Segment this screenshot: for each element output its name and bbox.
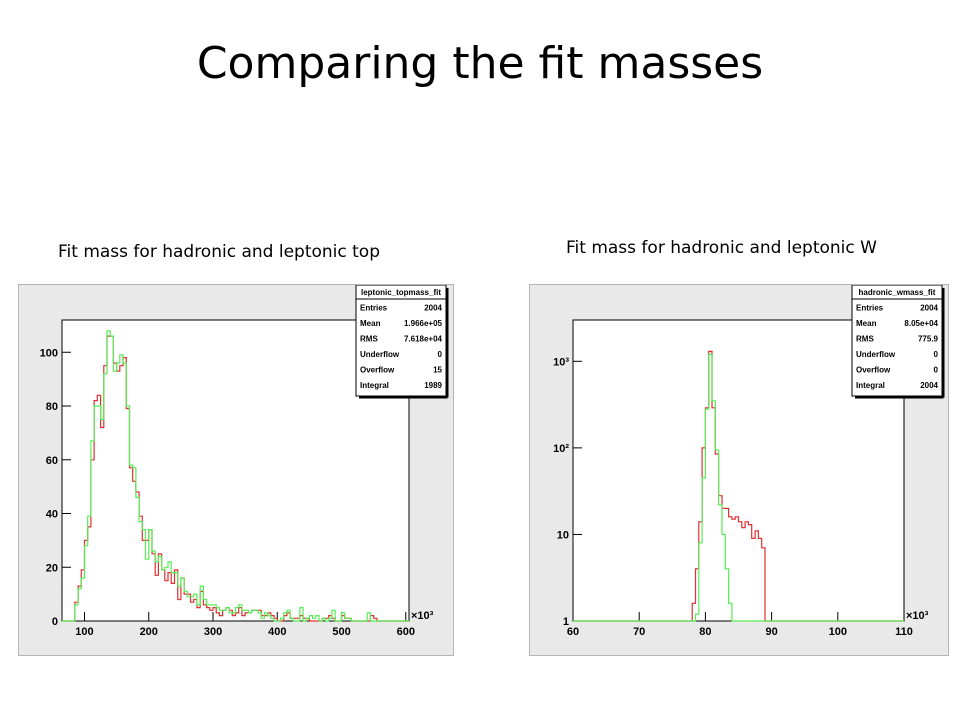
stats-label: Entries [856,304,884,313]
stats-label: Overflow [360,366,395,375]
x-tick-label: 100 [75,626,93,638]
y-tick-label: 10³ [553,356,569,368]
stats-label: Integral [360,381,389,390]
x-tick-label: 300 [204,626,222,638]
right-histogram-canvas: 60 70 80 90 100 110 1 10 10² 10³ ×10³ hadronic_wmas… [529,284,949,656]
stats-value: 2004 [920,381,938,390]
right-plot-caption: Fit mass for hadronic and leptonic W [566,238,877,258]
stats-value: 15 [433,366,442,375]
y-tick-label: 10² [553,443,569,455]
stats-label: Underflow [360,350,400,359]
x-tick-label: 200 [140,626,158,638]
stats-title: hadronic_wmass_fit [859,288,936,297]
stats-value: 7.618e+04 [404,335,443,344]
y-tick-label: 40 [46,509,58,521]
y-tick-label: 10 [557,529,569,541]
y-tick-label: 1 [563,616,569,628]
stats-value: 0 [934,366,939,375]
stats-value: 775.9 [918,335,939,344]
x-tick-label: 500 [332,626,350,638]
stats-value: 8.05e+04 [904,319,938,328]
left-histogram: 100 200 300 400 500 600 0 20 40 60 80 100 ×10³ lepton… [19,285,453,655]
right-histogram: 60 70 80 90 100 11011010²10³×10³hadronic_wmas… [530,285,948,655]
stats-value: 2004 [920,304,938,313]
x-tick-label: 110 [895,626,913,638]
stats-value: 1.966e+05 [404,319,443,328]
x-tick-label: 80 [699,626,711,638]
x-tick-label: 600 [397,626,415,638]
stats-label: Overflow [856,366,891,375]
x-tick-label: 400 [268,626,286,638]
stats-value: 0 [934,350,939,359]
stats-value: 0 [438,350,443,359]
y-tick-label: 80 [46,401,58,413]
y-tick-label: 0 [52,616,58,628]
stats-label: Entries [360,304,388,313]
y-tick-label: 20 [46,562,58,574]
stats-label: Underflow [856,350,896,359]
x-exponent-label: ×10³ [906,610,929,622]
stats-value: 1989 [424,381,442,390]
slide-title: Comparing the fit masses [0,38,960,89]
stats-label: RMS [360,335,378,344]
left-histogram-canvas: 100 200 300 400 500 600 0 20 40 60 80 100 ×10³ lepton… [18,284,454,656]
stats-label: Mean [856,319,877,328]
y-tick-label: 100 [40,347,58,359]
stats-title: leptonic_topmass_fit [361,288,441,297]
x-exponent-label: ×10³ [411,610,434,622]
x-tick-label: 90 [765,626,777,638]
left-plot-caption: Fit mass for hadronic and leptonic top [58,242,380,262]
stats-value: 2004 [424,304,442,313]
stats-label: Integral [856,381,885,390]
y-tick-label: 60 [46,455,58,467]
x-tick-label: 100 [829,626,847,638]
stats-label: Mean [360,319,381,328]
stats-label: RMS [856,335,874,344]
x-tick-label: 70 [633,626,645,638]
